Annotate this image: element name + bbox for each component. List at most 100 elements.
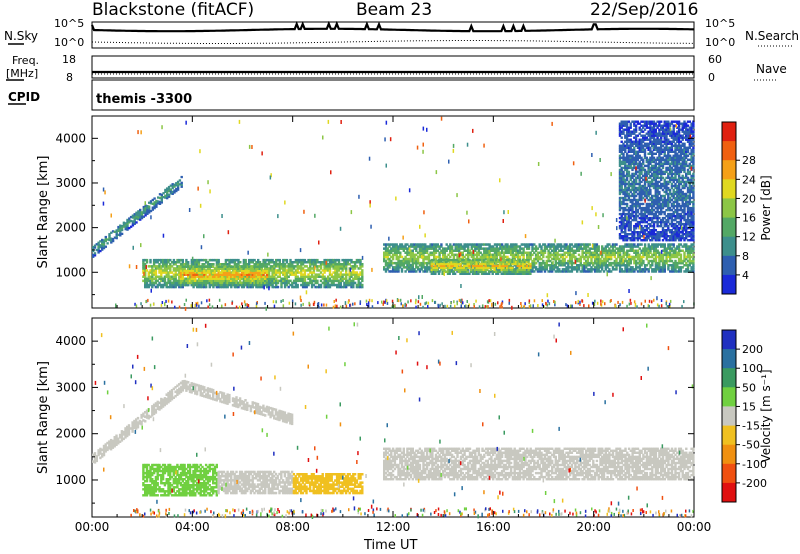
power-cell (615, 259, 618, 263)
power-cell (617, 251, 620, 254)
power-cell (606, 270, 609, 273)
power-cell (446, 268, 450, 272)
power-cell (137, 210, 140, 213)
power-cell (602, 257, 606, 261)
power-cell (634, 186, 638, 190)
power-cell (663, 247, 666, 250)
power-cell (446, 272, 450, 275)
power-cell (633, 178, 636, 182)
power-cell (585, 259, 588, 263)
power-cell (563, 261, 566, 265)
power-cell (459, 245, 463, 248)
power-cell (408, 251, 411, 254)
power-cell (559, 261, 563, 265)
power-cell (411, 266, 414, 269)
power-cell (608, 255, 611, 259)
power-cell (391, 247, 395, 250)
power-cell (269, 267, 272, 270)
power-cell (406, 249, 409, 252)
power-cell (480, 260, 484, 264)
power-cell (611, 249, 615, 252)
power-cell (142, 258, 145, 262)
power-cell (166, 187, 169, 190)
power-cell (278, 275, 281, 278)
power-cell (643, 229, 647, 232)
power-cell (638, 178, 641, 182)
power-cell (522, 262, 525, 266)
power-cell (523, 262, 527, 266)
power-cell (433, 249, 436, 252)
power-cell (327, 258, 330, 262)
power-cell (319, 263, 323, 266)
power-cell (651, 220, 654, 224)
power-cell (547, 259, 550, 263)
power-cell (172, 275, 176, 278)
power-cell (631, 168, 634, 172)
power-cell (513, 247, 516, 250)
power-cell (282, 265, 285, 268)
power-cell (92, 247, 95, 251)
power-cell (625, 237, 629, 240)
power-cell (169, 258, 172, 262)
power-cell (165, 263, 168, 266)
power-cell (446, 264, 450, 268)
power-cell (181, 265, 184, 268)
power-cell (190, 273, 193, 276)
power-cell (165, 258, 168, 262)
power-cell (156, 283, 159, 287)
power-cell (636, 214, 640, 218)
power-cell (287, 267, 290, 270)
power-cell (246, 263, 249, 266)
power-cell (622, 222, 625, 226)
power-cell (527, 245, 531, 248)
power-cell (529, 268, 532, 271)
power-cell (246, 285, 249, 289)
power-cell (640, 148, 643, 151)
power-cell (149, 258, 152, 262)
power-cell (104, 245, 107, 248)
power-cell (283, 273, 287, 276)
power-cell (602, 251, 606, 254)
power-cell (242, 271, 245, 274)
power-cell (518, 247, 522, 250)
power-cell (624, 245, 627, 248)
power-cell (642, 247, 645, 250)
power-cell (660, 257, 663, 261)
power-cell (246, 271, 249, 274)
power-cell (226, 279, 229, 282)
power-cell (148, 205, 151, 208)
power-cell (332, 267, 335, 270)
power-cell (620, 214, 623, 218)
power-cell (201, 263, 204, 266)
power-cell (192, 281, 195, 285)
power-cell (624, 148, 627, 151)
power-cell (477, 243, 481, 246)
power-cell (505, 272, 509, 275)
power-cell (645, 120, 648, 123)
power-cell (470, 251, 473, 254)
power-cell (196, 263, 199, 266)
power-cell (625, 188, 629, 192)
power-cell (208, 277, 211, 280)
power-cell (343, 265, 346, 268)
power-cell (235, 279, 238, 282)
power-cell (677, 257, 681, 261)
power-cell (228, 281, 231, 285)
power-cell (484, 253, 488, 257)
power-cell (649, 212, 652, 216)
power-cell (146, 206, 149, 210)
power-cell (618, 200, 622, 204)
power-cell (635, 261, 638, 265)
power-cell (634, 136, 638, 139)
power-cell (620, 229, 623, 232)
power-cell (559, 253, 563, 257)
power-cell (642, 249, 645, 252)
freq-tick-left-bottom: 8 (66, 71, 73, 84)
power-cell (622, 198, 625, 202)
power-cell (292, 261, 296, 264)
power-cell (649, 170, 652, 174)
power-cell (649, 233, 652, 236)
power-cell (459, 258, 462, 262)
power-cell (604, 245, 607, 248)
power-cell (627, 218, 631, 222)
